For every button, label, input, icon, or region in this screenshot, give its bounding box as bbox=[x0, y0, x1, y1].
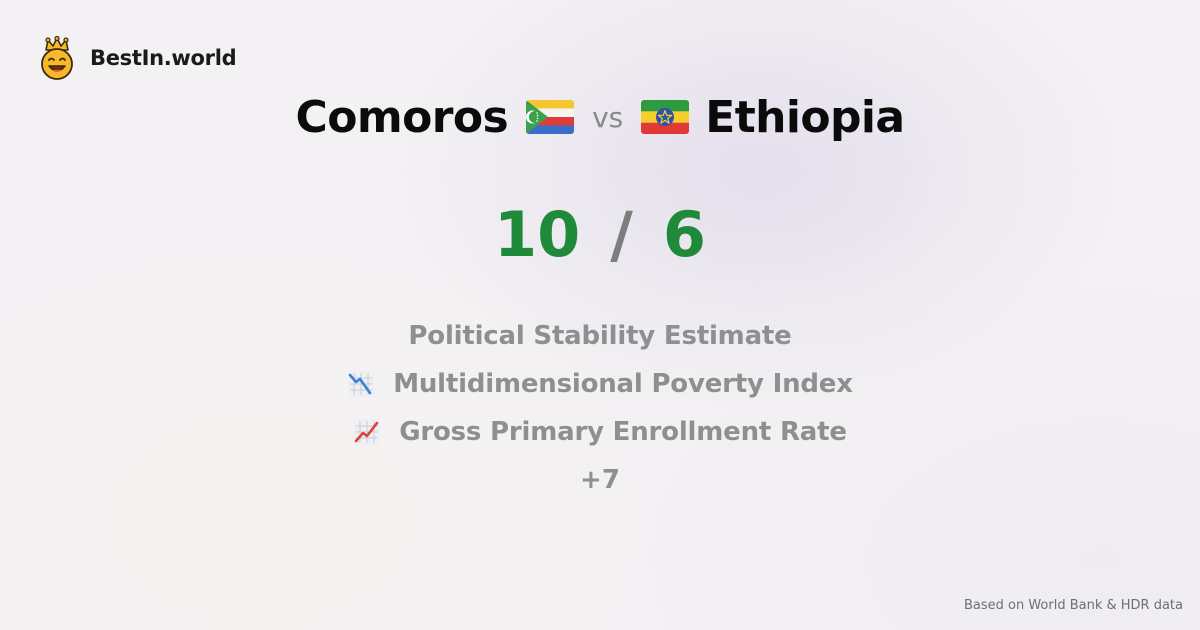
metric-item: Multidimensional Poverty Index bbox=[347, 360, 853, 408]
comoros-flag-icon bbox=[526, 100, 575, 134]
metric-label: Gross Primary Enrollment Rate bbox=[399, 417, 847, 447]
chart-decreasing-icon bbox=[348, 371, 375, 397]
more-metrics-count: +7 bbox=[580, 465, 620, 495]
chart-increasing-icon bbox=[354, 419, 381, 445]
left-score: 10 bbox=[493, 197, 581, 271]
crowned-smiley-icon bbox=[41, 36, 73, 80]
metric-item: Gross Primary Enrollment Rate bbox=[353, 408, 847, 456]
data-source-note: Based on World Bank & HDR data bbox=[963, 598, 1183, 613]
metric-label: Multidimensional Poverty Index bbox=[393, 369, 853, 399]
right-score: 6 bbox=[662, 197, 707, 271]
metrics-list: Political Stability Estimate Multidimens… bbox=[0, 312, 1200, 504]
vs-label: vs bbox=[592, 100, 624, 134]
brand-name: BestIn.world bbox=[90, 46, 237, 70]
metric-label: Political Stability Estimate bbox=[408, 321, 792, 351]
metric-item: Political Stability Estimate bbox=[408, 312, 791, 360]
comparison-title: Comoros vs Ethiopia bbox=[0, 86, 1200, 148]
score: 10 / 6 bbox=[0, 196, 1200, 272]
ethiopia-flag-icon bbox=[641, 100, 690, 134]
left-country-name: Comoros bbox=[295, 91, 509, 143]
score-separator: / bbox=[610, 197, 633, 271]
right-country-name: Ethiopia bbox=[705, 91, 905, 143]
brand[interactable]: BestIn.world bbox=[38, 36, 237, 80]
